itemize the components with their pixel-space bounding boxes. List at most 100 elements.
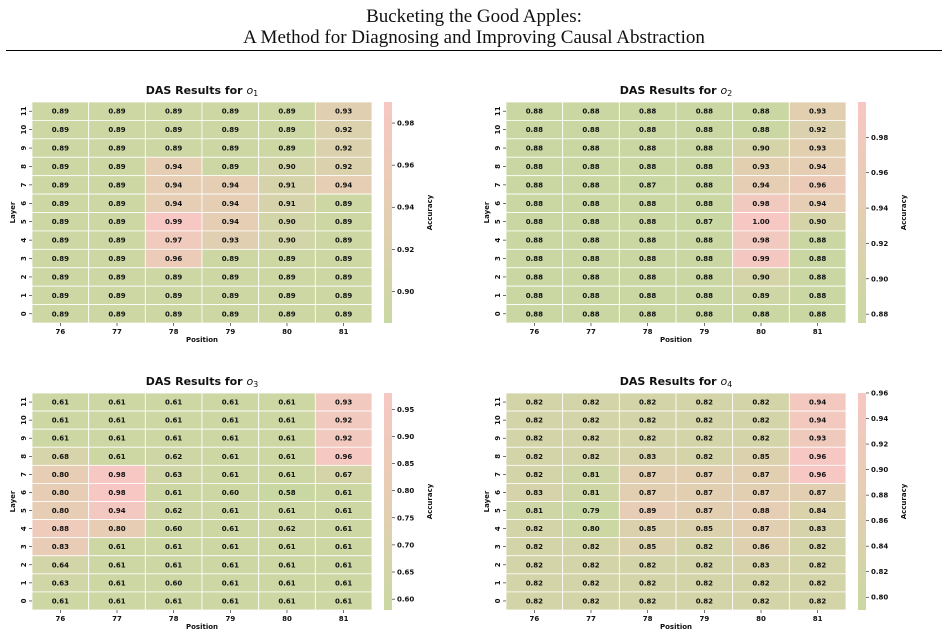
cell-value-label: 0.82 (526, 435, 543, 443)
cell-value-label: 0.89 (108, 126, 125, 134)
y-tick-label: 2 (494, 274, 502, 279)
cell-value-label: 0.61 (222, 579, 239, 587)
cell-value-label: 0.61 (108, 417, 125, 425)
colorbar-tick-label: 0.85 (397, 460, 414, 468)
y-tick-label: 8 (494, 164, 502, 169)
cell-value-label: 0.89 (165, 145, 182, 153)
x-axis-label: Position (660, 623, 692, 631)
cell-value-label: 0.89 (108, 255, 125, 263)
y-tick-label: 3 (494, 544, 502, 549)
colorbar (858, 393, 866, 610)
cell-value-label: 0.61 (335, 489, 352, 497)
cell-value-label: 0.82 (582, 453, 599, 461)
cell-value-label: 0.82 (582, 561, 599, 569)
cell-value-label: 0.89 (108, 108, 125, 116)
colorbar-tick-label: 0.96 (871, 169, 888, 177)
cell-value-label: 0.87 (696, 218, 713, 226)
cell-value-label: 0.61 (52, 417, 69, 425)
cell-value-label: 0.89 (278, 255, 295, 263)
y-tick-label: 6 (20, 490, 28, 495)
cell-value-label: 0.82 (526, 453, 543, 461)
cell-value-label: 0.61 (278, 471, 295, 479)
cell-value-label: 0.93 (752, 163, 769, 171)
y-tick-label: 0 (494, 598, 502, 603)
colorbar (384, 393, 392, 610)
cell-value-label: 0.61 (335, 543, 352, 551)
x-tick-label: 78 (169, 615, 179, 623)
cell-value-label: 0.82 (752, 399, 769, 407)
cell-value-label: 0.61 (165, 417, 182, 425)
cell-value-label: 0.88 (526, 200, 543, 208)
cell-value-label: 0.85 (639, 543, 656, 551)
heatmap-cells: 0.88 0.88 0.88 0.88 0.88 0.93 0.88 0.88 0.88 0.88… (505, 101, 847, 324)
cell-value-label: 0.87 (752, 525, 769, 533)
cell-value-label: 0.87 (639, 181, 656, 189)
cell-value-label: 0.81 (582, 489, 599, 497)
y-tick-label: 9 (20, 145, 28, 150)
cell-value-label: 0.63 (52, 579, 69, 587)
cell-value-label: 0.88 (526, 163, 543, 171)
cell-value-label: 0.96 (165, 255, 182, 263)
y-tick-label: 6 (20, 201, 28, 206)
y-tick-label: 0 (494, 311, 502, 316)
cell-value-label: 0.88 (752, 126, 769, 134)
colorbar-tick-label: 0.94 (871, 205, 888, 213)
heatmap-o1: DAS Results for o10.89 0.89 0.89 0.89 0.89 0.… (9, 84, 434, 344)
cell-value-label: 0.61 (222, 507, 239, 515)
cell-value-label: 0.96 (809, 453, 826, 461)
y-tick-label: 0 (20, 311, 28, 316)
cell-value-label: 0.92 (335, 126, 352, 134)
x-tick-label: 79 (225, 615, 235, 623)
cell-value-label: 0.98 (108, 489, 125, 497)
y-tick-label: 4 (494, 526, 502, 531)
cell-value-label: 0.93 (809, 108, 826, 116)
cell-value-label: 0.82 (809, 597, 826, 605)
cell-value-label: 0.83 (752, 561, 769, 569)
colorbar-tick-label: 0.84 (871, 543, 888, 551)
y-tick-label: 1 (20, 293, 28, 298)
cell-value-label: 0.82 (696, 435, 713, 443)
x-tick-label: 78 (643, 615, 653, 623)
cell-value-label: 0.98 (752, 200, 769, 208)
chart-title: DAS Results for o3 (146, 375, 259, 389)
cell-value-label: 0.88 (696, 145, 713, 153)
y-tick-label: 5 (494, 508, 502, 513)
cell-value-label: 0.80 (52, 507, 69, 515)
cell-value-label: 0.61 (278, 453, 295, 461)
cell-value-label: 0.61 (165, 543, 182, 551)
cell-value-label: 0.82 (526, 579, 543, 587)
cell-value-label: 0.93 (222, 237, 239, 245)
cell-value-label: 0.82 (696, 543, 713, 551)
y-tick-label: 7 (20, 472, 28, 477)
cell-value-label: 0.88 (526, 181, 543, 189)
cell-value-label: 0.61 (108, 453, 125, 461)
colorbar-tick-label: 0.90 (871, 466, 888, 474)
y-axis-label: Layer (483, 201, 491, 223)
cell-value-label: 0.94 (809, 200, 826, 208)
y-axis-label: Layer (9, 201, 17, 223)
y-tick-label: 9 (494, 436, 502, 441)
cell-value-label: 0.89 (52, 163, 69, 171)
cell-value-label: 0.61 (108, 435, 125, 443)
cell-value-label: 0.89 (52, 126, 69, 134)
cell-value-label: 0.98 (752, 237, 769, 245)
cell-value-label: 0.88 (696, 163, 713, 171)
y-tick-label: 11 (20, 106, 28, 116)
cell-value-label: 0.88 (639, 310, 656, 318)
colorbar-tick-label: 0.90 (871, 275, 888, 283)
cell-value-label: 0.89 (335, 292, 352, 300)
cell-value-label: 0.60 (165, 579, 182, 587)
cell-value-label: 0.88 (639, 255, 656, 263)
y-tick-label: 6 (494, 201, 502, 206)
cell-value-label: 0.94 (335, 181, 352, 189)
cell-value-label: 0.61 (108, 561, 125, 569)
cell-value-label: 0.85 (696, 525, 713, 533)
page-header: Bucketing the Good Apples: A Method for … (0, 0, 948, 54)
cell-value-label: 0.89 (278, 126, 295, 134)
y-tick-label: 11 (494, 106, 502, 116)
x-tick-label: 78 (169, 328, 179, 336)
paper-title-line-2: A Method for Diagnosing and Improving Ca… (243, 27, 705, 48)
cell-value-label: 0.82 (639, 399, 656, 407)
cell-value-label: 0.61 (222, 561, 239, 569)
cell-value-label: 0.89 (222, 292, 239, 300)
